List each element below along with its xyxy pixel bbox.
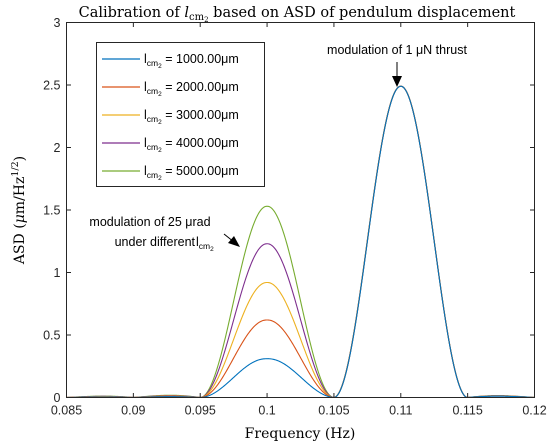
annotation-modulation-line1: modulation of 25 μrad [89,215,210,229]
legend-label: lcm2 = 1000.00μm [144,52,239,70]
x-tick-label: 0.115 [452,404,482,418]
annotation-modulation: modulation of 25 μrad under different lc… [89,215,240,253]
legend-label: lcm2 = 3000.00μm [144,108,239,126]
y-tick-label: 2 [54,141,61,155]
y-tick-label: 3 [54,16,61,30]
annotation-modulation-arrowhead [228,236,240,247]
annotation-thrust: modulation of 1 μN thrust [327,43,467,87]
y-tick-label: 1.5 [43,204,60,218]
annotation-thrust-arrowhead [392,76,402,87]
y-tick-label: 0.5 [43,329,60,343]
x-tick-label: 0.09 [121,404,145,418]
legend-label: lcm2 = 2000.00μm [144,80,239,98]
chart-title: Calibration of lcm2 based on ASD of pend… [79,5,516,24]
annotation-modulation-line2: under different [115,235,196,249]
ticks-group: 0.085 0.09 0.095 0.1 0.105 0.11 0.115 0.12 0 0.5 1… [43,16,547,418]
legend-label: lcm2 = 4000.00μm [144,136,239,154]
x-tick-label: 0.085 [51,404,82,418]
legend-label: lcm2 = 5000.00μm [144,164,239,182]
legend-items: lcm2 = 1000.00μm lcm2 = 2000.00μm lcm2 = 3… [102,52,239,182]
x-tick-label: 0.095 [185,404,216,418]
y-tick-label: 1 [54,266,61,280]
legend: lcm2 = 1000.00μm lcm2 = 2000.00μm lcm2 = 3… [96,42,265,187]
x-tick-label: 0.1 [258,404,275,418]
x-tick-label: 0.11 [389,404,412,418]
y-tick-label: 0 [54,391,61,405]
y-tick-label: 2.5 [43,79,60,93]
x-axis-label: Frequency (Hz) [245,426,356,442]
annotation-thrust-text: modulation of 1 μN thrust [327,43,467,57]
x-tick-label: 0.105 [318,404,349,418]
annotation-modulation-sym: lcm2 [196,235,214,253]
x-tick-label: 0.12 [522,404,546,418]
y-axis-label: ASD (μm/Hz1/2) [10,156,28,265]
